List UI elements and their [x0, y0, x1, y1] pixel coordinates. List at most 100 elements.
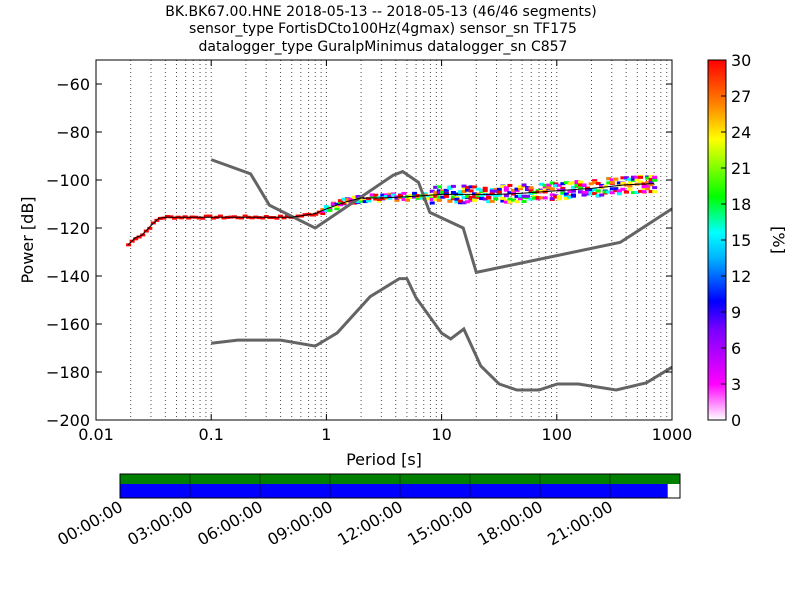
- heat-cell: [652, 175, 658, 179]
- heat-cell: [465, 200, 471, 204]
- heat-cell: [507, 197, 513, 201]
- heat-cell: [450, 195, 456, 199]
- heat-cell: [412, 191, 418, 195]
- heat-cell: [535, 196, 541, 200]
- heat-cell: [560, 182, 566, 186]
- heat-cell: [560, 186, 566, 190]
- heat-cell: [563, 192, 569, 196]
- heat-cell: [602, 184, 608, 188]
- colorbar-tick-label: 24: [731, 123, 751, 142]
- heat-cell: [429, 201, 435, 205]
- title-line-3: datalogger_type GuralpMinimus datalogger…: [199, 39, 568, 55]
- heat-cell: [323, 205, 329, 209]
- heat-cell: [429, 198, 435, 202]
- heat-cell: [616, 192, 622, 196]
- heat-cell: [599, 193, 605, 197]
- heat-cell: [514, 194, 520, 198]
- heat-cell: [341, 197, 347, 201]
- heat-cell: [147, 226, 153, 230]
- heat-cell: [475, 187, 481, 191]
- heat-cell: [433, 185, 439, 189]
- x-tick-label: 10: [431, 425, 451, 444]
- heat-cell: [493, 197, 499, 201]
- x-axis-label: Period [s]: [346, 450, 422, 469]
- heat-cell: [394, 198, 400, 202]
- heat-cell: [468, 198, 474, 202]
- heat-cell: [592, 181, 598, 185]
- heat-cell: [217, 214, 223, 218]
- heat-cell: [528, 189, 534, 193]
- heat-cell: [553, 195, 559, 199]
- heat-cell: [355, 194, 361, 198]
- heat-cell: [546, 183, 552, 187]
- heat-cell: [274, 216, 280, 220]
- heat-cell: [468, 185, 474, 189]
- heat-cell: [525, 194, 531, 198]
- heat-cell: [606, 181, 612, 185]
- heat-cell: [634, 175, 640, 179]
- heat-cell: [387, 192, 393, 196]
- y-tick-label: −160: [46, 315, 90, 334]
- heat-cell: [369, 193, 375, 197]
- x-tick-label: 1: [321, 425, 331, 444]
- heat-cell: [359, 199, 365, 203]
- y-tick-label: −200: [46, 411, 90, 430]
- heat-cell: [352, 195, 358, 199]
- heat-cell: [585, 188, 591, 192]
- heat-cell: [203, 214, 209, 218]
- heat-cell: [595, 189, 601, 193]
- timeline-tick-label: 06:00:00: [194, 497, 266, 549]
- heat-cell: [549, 187, 555, 191]
- heat-cell: [337, 200, 343, 204]
- nhnm-line: [210, 158, 673, 275]
- heat-cell: [528, 186, 534, 190]
- heat-cell: [630, 177, 636, 181]
- heat-cell: [542, 196, 548, 200]
- heat-cell: [327, 208, 333, 212]
- heat-cell: [493, 187, 499, 191]
- heat-cell: [634, 178, 640, 182]
- heat-cell: [239, 216, 245, 220]
- heat-cell: [200, 216, 206, 220]
- heat-cell: [136, 235, 142, 239]
- heat-cell: [397, 194, 403, 198]
- heat-cell: [345, 197, 351, 201]
- heat-cell: [609, 178, 615, 182]
- heat-cell: [366, 197, 372, 201]
- heat-cell: [461, 184, 467, 188]
- heat-cell: [645, 180, 651, 184]
- heat-cell: [521, 199, 527, 203]
- heat-cell: [510, 198, 516, 202]
- heat-cell: [489, 189, 495, 193]
- heat-cell: [517, 194, 523, 198]
- heat-cell: [514, 189, 520, 193]
- heat-cell: [355, 199, 361, 203]
- heat-cell: [638, 189, 644, 193]
- heat-cell: [479, 197, 485, 201]
- colorbar-tick-label: 9: [731, 303, 741, 322]
- heat-cell: [207, 214, 213, 218]
- plot-frame: [95, 59, 673, 421]
- heat-cell: [507, 191, 513, 195]
- heat-cell: [546, 186, 552, 190]
- heat-cell: [578, 190, 584, 194]
- heat-cell: [648, 183, 654, 187]
- heat-cell: [461, 186, 467, 190]
- x-tick-label: 0.1: [198, 425, 223, 444]
- heat-cell: [553, 184, 559, 188]
- heat-cell: [570, 189, 576, 193]
- heat-cell: [376, 195, 382, 199]
- heat-cell: [172, 216, 178, 220]
- heat-cell: [221, 216, 227, 220]
- heat-cell: [450, 197, 456, 201]
- y-tick-label: −80: [56, 123, 90, 142]
- heat-cell: [380, 193, 386, 197]
- x-axis-ticks: 0.01 0.1 1 10 100 1000: [78, 60, 692, 444]
- timeline-tick-label: 00:00:00: [54, 497, 126, 549]
- heat-cell: [447, 186, 453, 190]
- heat-cell: [609, 187, 615, 191]
- heat-cell: [186, 216, 192, 220]
- heat-cell: [281, 216, 287, 220]
- heat-cell: [613, 187, 619, 191]
- heat-cell: [581, 193, 587, 197]
